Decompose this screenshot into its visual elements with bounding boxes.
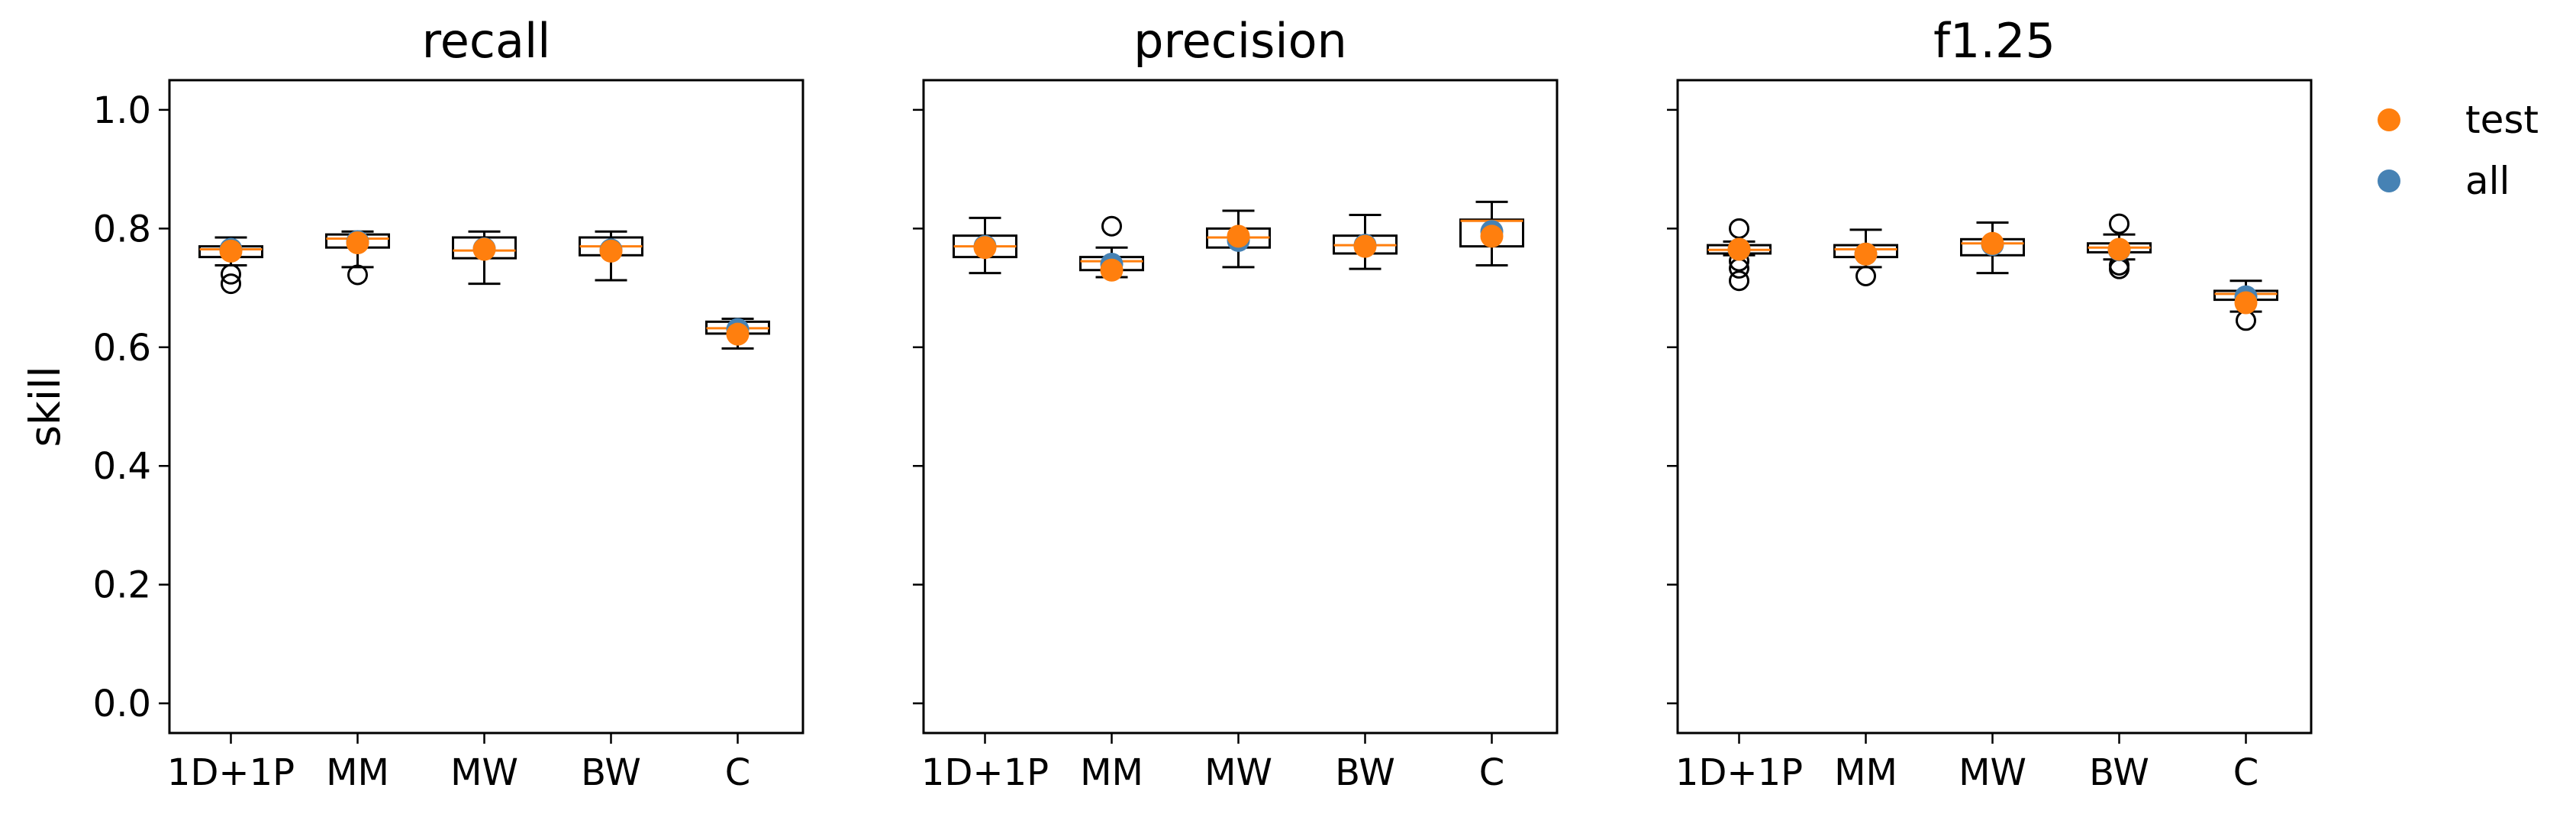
- legend-marker: [2378, 108, 2400, 131]
- subplot-title: f1.25: [1933, 13, 2055, 69]
- outlier-point: [1729, 218, 1750, 239]
- legend-label: all: [2465, 159, 2510, 203]
- plot-frame: [922, 79, 1559, 735]
- outlier-point: [347, 264, 369, 286]
- subplot-recall: recall 0.0 0.2 0.4 0.6 0.8 1.0 skill 1D+1P MM MW BW…: [21, 13, 804, 794]
- subplot-precision: precision 1D+1P MM MW BW C: [913, 13, 1559, 794]
- y-tick-label: 0.2: [93, 564, 151, 607]
- point-test: [599, 239, 623, 263]
- outlier-point: [1855, 266, 1877, 286]
- x-tick-label: 1D+1P: [167, 751, 295, 794]
- x-tick-label: MW: [1204, 751, 1272, 794]
- subplots: recall 0.0 0.2 0.4 0.6 0.8 1.0 skill 1D+1P MM MW BW…: [21, 13, 2313, 794]
- y-tick-label: 0.6: [93, 327, 151, 370]
- legend-marker: [2378, 170, 2400, 192]
- plot-frame: [168, 79, 804, 735]
- x-tick-label: BW: [581, 751, 641, 794]
- x-tick-label: C: [2233, 751, 2259, 794]
- subplot-title: precision: [1133, 13, 1347, 69]
- point-test: [346, 231, 369, 254]
- y-tick-label: 1.0: [93, 89, 151, 132]
- x-tick-label: 1D+1P: [1675, 751, 1803, 794]
- legend: test all: [2378, 98, 2539, 203]
- point-test: [1854, 242, 1878, 266]
- outlier-point: [221, 273, 242, 295]
- x-tick-label: MM: [1834, 751, 1897, 794]
- point-test: [1727, 237, 1751, 261]
- outlier-point: [1101, 215, 1123, 237]
- x-tick-label: BW: [2089, 751, 2149, 794]
- legend-entry-test: test: [2378, 98, 2539, 142]
- x-tick-label: MW: [1959, 751, 2026, 794]
- y-axis-label: skill: [21, 366, 69, 447]
- y-tick-label: 0.8: [93, 208, 151, 250]
- point-test: [1100, 258, 1124, 282]
- outlier-point: [1729, 270, 1750, 292]
- subplot-title: recall: [422, 13, 551, 69]
- point-test: [1227, 224, 1250, 248]
- point-test: [973, 236, 997, 260]
- point-test: [1480, 224, 1504, 248]
- y-tick-label: 0.0: [93, 683, 151, 725]
- y-tick-label: 0.4: [93, 445, 151, 488]
- point-test: [1353, 234, 1377, 258]
- outlier-point: [2109, 213, 2130, 234]
- plot-frame: [1676, 79, 2313, 735]
- point-test: [2234, 291, 2258, 315]
- point-test: [472, 237, 496, 261]
- x-tick-label: 1D+1P: [921, 751, 1049, 794]
- legend-entry-all: all: [2378, 159, 2510, 203]
- point-test: [2107, 237, 2131, 261]
- x-tick-label: MM: [326, 751, 389, 794]
- x-tick-label: BW: [1335, 751, 1395, 794]
- point-test: [219, 239, 243, 263]
- point-test: [1981, 231, 2004, 255]
- subplot-f1-25: f1.25 1D+1P MM MW BW C: [1667, 13, 2313, 794]
- point-test: [726, 322, 750, 346]
- x-tick-label: C: [1479, 751, 1505, 794]
- x-tick-label: MW: [450, 751, 518, 794]
- x-tick-label: C: [725, 751, 751, 794]
- x-tick-label: MM: [1080, 751, 1143, 794]
- outlier-point: [221, 263, 242, 285]
- legend-label: test: [2465, 98, 2539, 142]
